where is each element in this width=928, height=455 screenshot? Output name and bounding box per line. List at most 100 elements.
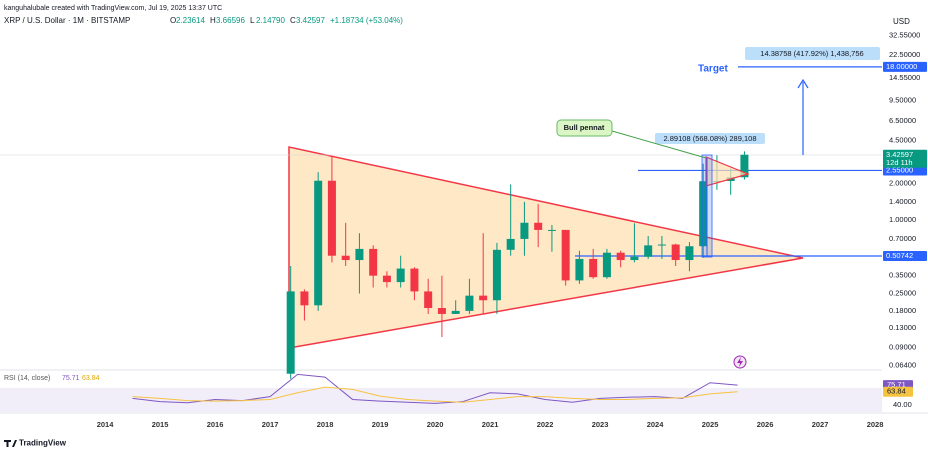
candle-body [575,258,584,281]
candle-body [327,180,336,256]
candle-body [685,246,694,261]
x-tick-label: 2014 [97,420,115,429]
ohlc-change: +1.18734 (+53.04%) [330,16,403,25]
y-tick-label: 22.50000 [889,50,920,59]
candle-body [314,180,323,306]
level-label: 0.50742 [886,251,913,260]
rsi-band [0,388,882,412]
ohlc-value: 3.42597 [296,16,325,25]
brand: TradingView [19,439,67,448]
y-tick-label: 2.00000 [889,178,916,187]
candle-body [382,275,391,283]
x-tick-label: 2025 [702,420,719,429]
ohlc-value: 3.66596 [216,16,245,25]
candle-body [547,229,556,231]
rsi-line [132,373,738,404]
rsi-ma-value: 63.84 [82,375,100,382]
y-tick-label: 0.09000 [889,343,916,352]
y-tick-label: 6.50000 [889,116,916,125]
level-badge [883,61,927,72]
candle-body [424,291,433,309]
rsi-value: 75.71 [62,375,80,382]
candle-body [479,295,488,301]
candle-body [341,255,350,261]
x-tick-label: 2028 [867,420,884,429]
level-label: 18.00000 [886,62,917,71]
y-tick-label: 1.00000 [889,215,916,224]
triangle-pattern [288,146,804,349]
rsi-badge-label: 63.84 [887,387,906,396]
candle-body [589,258,598,278]
candle-body [520,222,529,239]
level-badge [883,165,927,176]
x-tick-label: 2021 [482,420,499,429]
y-tick-label: 40.00 [893,400,912,409]
y-tick-label: 0.18000 [889,306,916,315]
x-tick-label: 2022 [537,420,554,429]
ohlc-key: L [250,16,255,25]
attribution: kanguhalubale created with TradingView.c… [4,5,222,12]
rsi-badge [883,386,913,397]
candle-body [369,248,378,276]
candle-body [671,244,680,261]
candle-body [699,181,708,247]
level-badge [883,250,927,261]
rsi-title: RSI (14, close) [4,375,50,382]
rsi-pane [132,373,738,404]
x-tick-label: 2023 [592,420,609,429]
ohlc-value: 2.23614 [176,16,205,25]
brand-logo [4,440,17,447]
y-tick-label: 0.06400 [889,361,916,370]
candle-body [740,154,749,178]
x-tick-label: 2020 [427,420,444,429]
measure-box [745,47,880,60]
price-pane [286,66,882,379]
candle-body [492,249,501,301]
y-tick-label: 14.55000 [889,73,920,82]
x-tick-label: 2019 [372,420,389,429]
rsi-line [132,386,738,403]
x-tick-label: 2017 [262,420,279,429]
target-arrow-head [797,78,809,89]
measure-label: 2.89108 (568.08%) 289,108 [664,134,757,143]
currency: USD [893,17,910,26]
x-tick-label: 2016 [207,420,224,429]
y-tick-label: 0.35000 [889,271,916,280]
candle-body [286,291,295,374]
ohlc-key: C [290,16,296,25]
candle-body [410,268,419,292]
y-tick-label: 9.50000 [889,96,916,105]
x-tick-label: 2027 [812,420,829,429]
candle-body [465,295,474,311]
pennant-pointer [611,130,707,159]
y-tick-label: 0.13000 [889,323,916,332]
last-price-label: 3.42597 [886,150,913,159]
ohlc-key: O [170,16,176,25]
countdown: 12d 11h [886,158,913,167]
candle-body [451,310,460,314]
candle-body [300,291,309,306]
x-tick-label: 2018 [317,420,334,429]
target-label: Target [698,64,728,75]
ohlc-key: H [210,16,216,25]
small-pennant [705,156,750,187]
pennant-box [556,119,613,137]
x-tick-label: 2015 [152,420,169,429]
candle-body [437,308,446,314]
symbol: XRP / U.S. Dollar · 1M · BITSTAMP [4,16,130,25]
candle-body [561,229,570,281]
last-price-badge [883,149,927,168]
y-tick-label: 32.55000 [889,30,920,39]
candle-body [355,248,364,261]
y-tick-label: 0.70000 [889,234,916,243]
candle-body [602,252,611,278]
y-tick-label: 1.40000 [889,197,916,206]
level-label: 2.55000 [886,165,913,174]
pennant-label: Bull pennat [564,123,605,132]
candle-body [630,256,639,261]
rsi-badge-label: 75.71 [887,380,906,389]
candle-body [396,268,405,283]
y-tick-label: 0.25000 [889,288,916,297]
